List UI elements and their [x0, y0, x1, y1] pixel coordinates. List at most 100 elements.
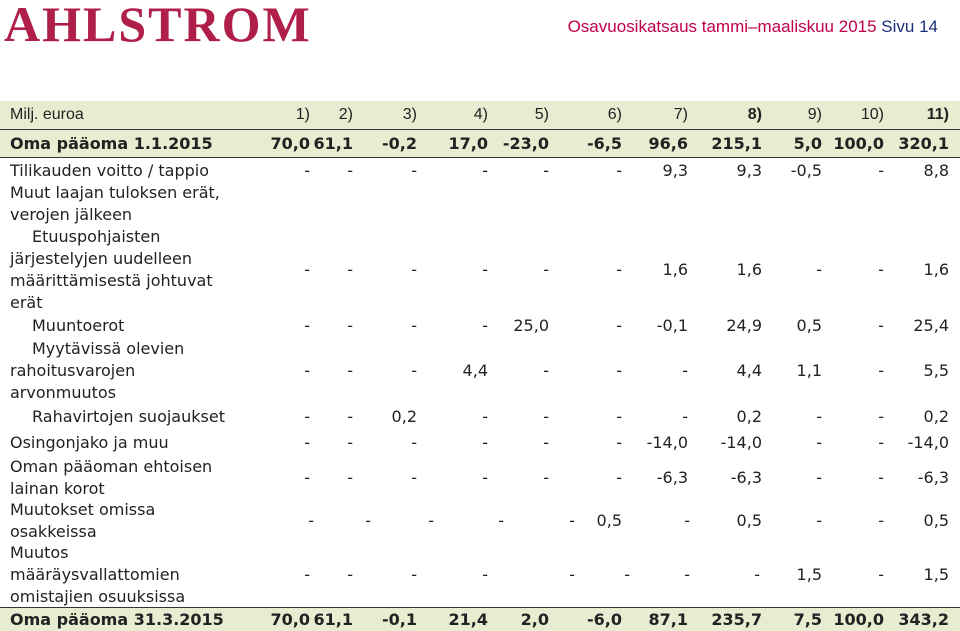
table-cell: -6,3 [730, 468, 762, 487]
table-cell: -23,0 [502, 134, 549, 153]
table-row-cash-flow-hedges: Rahavirtojen suojaukset - - 0,2 - - - - … [0, 406, 960, 428]
column-header: 9) [807, 106, 822, 123]
closing-balance-band [0, 608, 960, 631]
table-cell: 1,5 [796, 565, 822, 584]
table-cell: 7,5 [793, 610, 822, 629]
table-cell: - [304, 361, 310, 380]
table-cell: 70,0 [270, 134, 310, 153]
row-label: Oma pääoma 31.3.2015 [10, 610, 224, 629]
row-label: Tilikauden voitto / tappio [10, 161, 209, 180]
table-cell: - [878, 407, 884, 426]
table-cell: - [304, 260, 310, 279]
row-label-line: Etuuspohjaisten [32, 227, 161, 246]
table-cell: -6,0 [587, 610, 622, 629]
table-cell: - [543, 260, 549, 279]
table-cell: -0,5 [790, 161, 822, 180]
table-cell: - [365, 511, 371, 530]
table-cell: 0,2 [923, 407, 949, 426]
table-cell: - [411, 565, 417, 584]
table-cell: -14,0 [907, 433, 949, 452]
report-title: Osavuosikatsaus tammi–maaliskuu 2015 Siv… [568, 17, 938, 37]
table-cell: 2,0 [520, 610, 549, 629]
table-cell: - [816, 407, 822, 426]
table-cell: 0,2 [391, 407, 417, 426]
opening-balance-band [0, 130, 960, 157]
row-label-line: järjestelyjen uudelleen [10, 249, 192, 268]
table-cell: 1,5 [923, 565, 949, 584]
table-cell: - [411, 361, 417, 380]
row-label: Osingonjako ja muu [10, 433, 169, 452]
table-cell: - [878, 161, 884, 180]
table-cell: -6,3 [656, 468, 688, 487]
row-label: Oma pääoma 1.1.2015 [10, 134, 213, 153]
table-cell: - [816, 260, 822, 279]
table-cell: 0,5 [736, 511, 762, 530]
row-label-line: Oman pääoman ehtoisen [10, 457, 213, 476]
row-label-line: erät [10, 293, 43, 312]
table-cell: 1,6 [662, 260, 688, 279]
table-cell: - [482, 161, 488, 180]
table-cell: 0,5 [596, 511, 622, 530]
row-label-line: verojen jälkeen [10, 205, 133, 224]
table-cell: - [878, 361, 884, 380]
table-cell: - [482, 260, 488, 279]
table-cell: - [482, 468, 488, 487]
table-row-opening-equity: Oma pääoma 1.1.2015 70,0 61,1 -0,2 17,0 … [0, 133, 960, 155]
table-cell: 8,8 [923, 161, 949, 180]
table-cell: 9,3 [662, 161, 688, 180]
table-cell: 25,0 [513, 316, 549, 335]
table-cell: - [304, 161, 310, 180]
row-label-line: määrittämisestä johtuvat [10, 271, 213, 290]
table-cell: 9,3 [736, 161, 762, 180]
column-header: 3) [402, 106, 417, 123]
table-cell: - [347, 468, 353, 487]
column-header: 2) [338, 106, 353, 123]
table-cell: - [878, 468, 884, 487]
table-cell: -0,2 [382, 134, 417, 153]
table-cell: - [347, 565, 353, 584]
table-cell: - [304, 565, 310, 584]
column-header: 6) [607, 106, 622, 123]
table-cell: - [616, 433, 622, 452]
table-cell: - [569, 565, 575, 584]
table-cell: - [482, 316, 488, 335]
page-number: Sivu 14 [881, 17, 938, 36]
table-row-section-oci: Muut laajan tuloksen erät, verojen jälke… [0, 182, 960, 226]
table-cell: 25,4 [913, 316, 949, 335]
row-label-line: arvonmuutos [10, 383, 117, 402]
table-cell: - [304, 316, 310, 335]
table-cell: - [543, 468, 549, 487]
row-label-line: lainan korot [10, 479, 105, 498]
table-cell: - [304, 468, 310, 487]
table-cell: - [569, 511, 575, 530]
table-cell: - [684, 511, 690, 530]
table-cell: -14,0 [720, 433, 762, 452]
table-cell: - [347, 407, 353, 426]
table-cell: - [878, 433, 884, 452]
table-cell: - [754, 565, 760, 584]
ahlstrom-logo: AHLSTROM [4, 0, 312, 52]
table-cell: - [878, 565, 884, 584]
table-cell: - [878, 260, 884, 279]
table-cell: 5,5 [923, 361, 949, 380]
table-cell: - [616, 407, 622, 426]
column-header: 8) [747, 106, 762, 123]
table-cell: -0,1 [382, 610, 417, 629]
table-cell: 1,6 [923, 260, 949, 279]
table-cell: - [616, 260, 622, 279]
unit-label: Milj. euroa [10, 106, 84, 123]
table-row-afs-fair-value: Myytävissä olevien rahoitusvarojen arvon… [0, 338, 960, 404]
table-cell: - [308, 511, 314, 530]
table-cell: 0,5 [923, 511, 949, 530]
table-cell: - [616, 468, 622, 487]
table-cell: - [543, 433, 549, 452]
row-label-line: Myytävissä olevien [32, 339, 185, 358]
table-cell: - [816, 433, 822, 452]
table-row-treasury-shares: Muutokset omissa osakkeissa - - - - - 0,… [0, 499, 960, 543]
table-cell: - [682, 407, 688, 426]
column-header: 5) [534, 106, 549, 123]
table-cell: - [428, 511, 434, 530]
table-row-translation: Muuntoerot - - - - 25,0 - -0,1 24,9 0,5 … [0, 315, 960, 337]
column-header: 7) [673, 106, 688, 123]
table-cell: - [616, 361, 622, 380]
